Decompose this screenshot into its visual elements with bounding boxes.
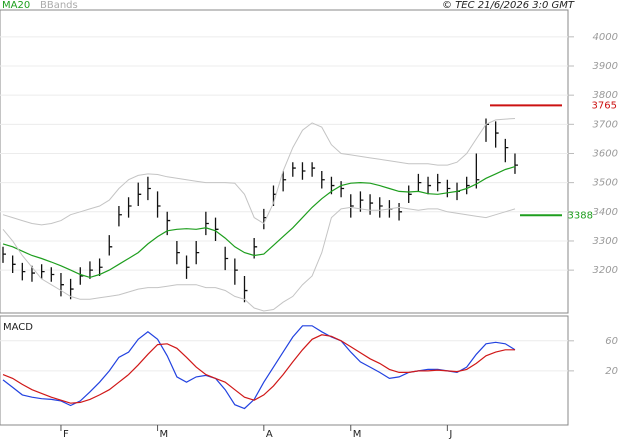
price-bar bbox=[514, 153, 518, 174]
price-panel bbox=[0, 9, 569, 314]
price-bar bbox=[79, 267, 84, 285]
price-bar bbox=[437, 173, 441, 192]
price-bar bbox=[234, 258, 238, 285]
price-bar bbox=[12, 255, 16, 274]
x-tick-label: M bbox=[160, 429, 169, 440]
price-bar bbox=[379, 197, 383, 218]
price-bar bbox=[176, 240, 180, 265]
price-bar bbox=[466, 176, 470, 195]
price-bar bbox=[21, 262, 26, 281]
price-bar bbox=[369, 194, 374, 215]
macd-line bbox=[2, 325, 516, 410]
price-bar bbox=[98, 258, 103, 276]
price-bar bbox=[282, 170, 287, 192]
level-label: 3388 bbox=[568, 210, 593, 221]
x-tick-label: F bbox=[63, 429, 69, 440]
copyright: © TEC 21/6/2026 3:0 GMT bbox=[442, 0, 575, 11]
indicator-line bbox=[2, 206, 516, 312]
price-bar bbox=[495, 121, 499, 148]
price-bar bbox=[185, 255, 190, 279]
price-bar bbox=[156, 191, 161, 218]
indicator-line bbox=[2, 166, 516, 279]
price-bar bbox=[292, 162, 296, 177]
price-bar bbox=[427, 176, 432, 195]
price-bar bbox=[108, 235, 113, 256]
price-bar bbox=[147, 176, 151, 201]
price-bar bbox=[127, 197, 132, 218]
legend-bbands: BBands bbox=[40, 0, 78, 11]
price-bar bbox=[31, 265, 35, 282]
level-label: 3765 bbox=[592, 100, 617, 111]
price-bar bbox=[301, 162, 306, 180]
price-bar bbox=[50, 267, 55, 282]
macd-title: MACD bbox=[3, 322, 33, 333]
y-tick-label: 60 bbox=[605, 336, 618, 347]
y-tick-label: 3700 bbox=[593, 119, 618, 130]
price-bar bbox=[205, 211, 209, 236]
price-bar bbox=[398, 203, 403, 221]
y-tick-label: 4000 bbox=[593, 32, 618, 43]
y-tick-label: 3200 bbox=[593, 265, 618, 276]
price-bar bbox=[118, 205, 122, 227]
price-bar bbox=[243, 275, 248, 303]
indicator-line bbox=[2, 118, 516, 226]
macd-line bbox=[2, 334, 515, 404]
y-tick-label: 3800 bbox=[593, 90, 618, 101]
x-tick-label: M bbox=[353, 429, 362, 440]
price-bar bbox=[417, 173, 422, 192]
price-bar bbox=[89, 261, 93, 279]
price-bar bbox=[195, 240, 200, 265]
legend-ma20: MA20 bbox=[2, 0, 30, 11]
y-tick-label: 3400 bbox=[593, 207, 618, 218]
y-tick-label: 3300 bbox=[593, 236, 618, 247]
y-tick-label: 20 bbox=[605, 366, 618, 377]
price-bar bbox=[60, 273, 64, 297]
x-tick-label: A bbox=[266, 429, 273, 440]
y-tick-label: 3600 bbox=[593, 148, 618, 159]
y-tick-label: 3500 bbox=[593, 178, 618, 189]
price-bar bbox=[311, 162, 316, 177]
price-bar bbox=[40, 264, 45, 279]
price-bar bbox=[137, 182, 142, 206]
price-bar bbox=[446, 179, 451, 198]
price-bar bbox=[224, 246, 229, 271]
price-bar bbox=[408, 185, 412, 204]
price-bar bbox=[214, 217, 219, 241]
y-tick-label: 3900 bbox=[593, 61, 618, 72]
price-bar bbox=[2, 246, 6, 263]
price-bar bbox=[504, 138, 509, 163]
price-bar bbox=[340, 181, 345, 198]
price-bar bbox=[321, 170, 325, 189]
x-tick-label: J bbox=[448, 429, 452, 440]
price-bar bbox=[350, 194, 354, 218]
price-bar bbox=[475, 153, 480, 189]
